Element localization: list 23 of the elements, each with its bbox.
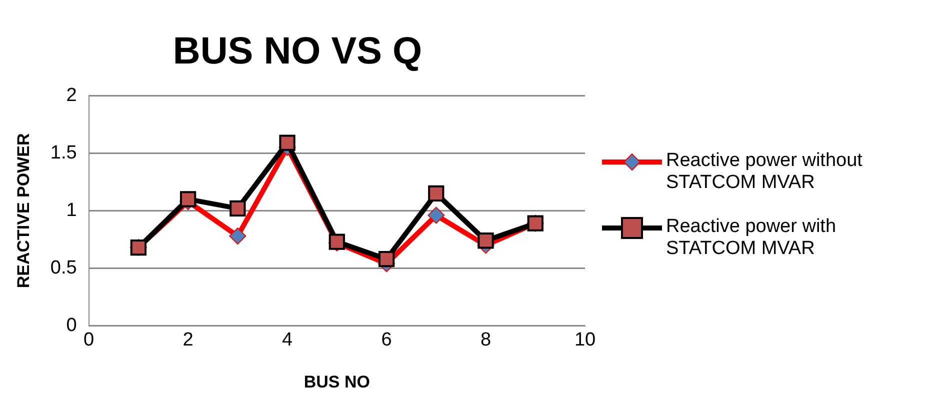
x-tick-label: 2 bbox=[182, 329, 194, 350]
y-tick-label: 1 bbox=[66, 200, 77, 221]
point bbox=[229, 228, 246, 245]
point bbox=[428, 206, 445, 224]
x-tick-label: 0 bbox=[84, 329, 94, 350]
y-axis-title: REACTIVE POWER bbox=[14, 133, 33, 288]
point bbox=[230, 200, 246, 216]
x-tick-label: 4 bbox=[282, 329, 293, 350]
legend-label: Reactive power without STATCOM MVAR bbox=[666, 150, 864, 194]
x-tick-label: 8 bbox=[480, 329, 492, 350]
x-tick-label: 6 bbox=[381, 329, 392, 350]
x-tick-label: 10 bbox=[574, 329, 596, 350]
point bbox=[378, 250, 395, 268]
point bbox=[428, 185, 444, 202]
y-tick-label: 2 bbox=[66, 84, 77, 106]
point bbox=[478, 232, 494, 249]
chart-title: BUS NO VS Q bbox=[172, 30, 422, 72]
y-tick-label: 1.5 bbox=[50, 142, 77, 164]
y-tick-label: 0 bbox=[66, 315, 77, 336]
legend-label: Reactive power with STATCOM MVAR bbox=[666, 216, 838, 260]
x-axis-title: BUS NO bbox=[304, 372, 370, 392]
point bbox=[180, 191, 196, 208]
y-tick-label: 0.5 bbox=[50, 257, 77, 278]
